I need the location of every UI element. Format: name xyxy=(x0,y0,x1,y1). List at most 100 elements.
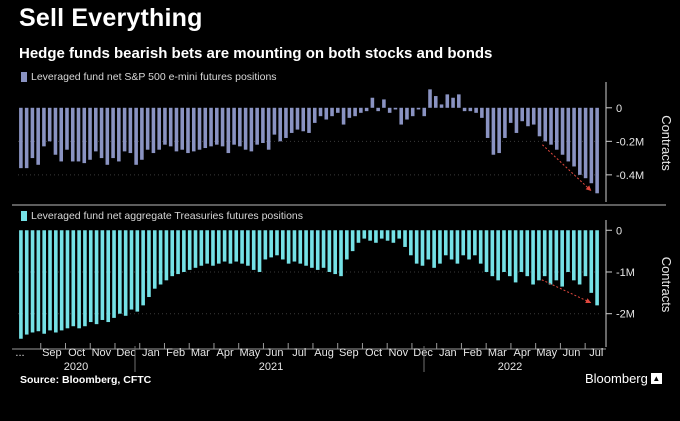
x-tick-label: Nov xyxy=(389,347,409,359)
bar xyxy=(19,107,23,169)
bar xyxy=(595,230,599,306)
bar xyxy=(347,107,352,118)
x-year-label: 2020 xyxy=(64,361,88,373)
bar xyxy=(238,107,242,147)
bar xyxy=(321,230,326,268)
bar xyxy=(379,230,384,239)
x-tick-label: Apr xyxy=(217,347,234,359)
bar xyxy=(211,230,215,266)
bar xyxy=(187,230,192,270)
bar xyxy=(180,107,185,150)
bar xyxy=(513,230,518,283)
y-tick-label: -2M xyxy=(616,309,635,321)
bar xyxy=(19,230,23,339)
bar xyxy=(370,97,375,108)
x-tick-label: ... xyxy=(15,347,24,359)
bar xyxy=(397,230,402,239)
bar xyxy=(422,107,427,117)
bar xyxy=(122,107,127,152)
bar xyxy=(485,107,490,138)
bar xyxy=(502,230,506,272)
bar xyxy=(478,230,483,264)
bar xyxy=(368,230,372,241)
bar xyxy=(54,230,58,333)
x-tick-label: Feb xyxy=(463,347,482,359)
bar xyxy=(307,107,311,133)
bar xyxy=(359,107,363,113)
bar xyxy=(496,230,500,281)
legend-treasuries: Leveraged fund net aggregate Treasuries … xyxy=(21,210,303,222)
y-tick-label: 0 xyxy=(616,103,622,115)
bar xyxy=(209,107,213,147)
bar xyxy=(232,107,236,145)
bar xyxy=(168,107,173,147)
bar xyxy=(566,107,571,162)
bar xyxy=(525,230,530,277)
bar xyxy=(123,230,128,316)
bar xyxy=(520,107,524,122)
bar xyxy=(339,230,343,277)
bar xyxy=(484,230,489,272)
bar xyxy=(376,107,380,112)
bar xyxy=(88,230,93,323)
bar xyxy=(507,230,512,277)
bar xyxy=(174,107,179,152)
bar xyxy=(226,107,231,154)
bar xyxy=(451,97,455,108)
bar xyxy=(560,107,565,155)
bar xyxy=(350,230,355,252)
bar xyxy=(514,107,519,133)
x-tick-label: Apr xyxy=(513,347,530,359)
bar xyxy=(292,230,297,262)
bar xyxy=(330,107,334,117)
bar xyxy=(261,107,265,143)
bar xyxy=(152,230,157,289)
bar xyxy=(497,107,501,154)
y-axis-label: Contracts xyxy=(659,115,674,171)
x-tick-label: Jul xyxy=(292,347,306,359)
bar xyxy=(216,230,221,264)
y-tick-label: -0.4M xyxy=(616,170,644,182)
bar xyxy=(428,89,432,108)
bar xyxy=(572,107,576,167)
bar xyxy=(298,230,303,264)
x-tick-label: Jan xyxy=(439,347,457,359)
x-tick-label: Nov xyxy=(92,347,112,359)
legend-swatch-treasuries xyxy=(21,211,27,221)
bar xyxy=(519,230,524,272)
bar xyxy=(405,107,409,120)
bar xyxy=(118,230,122,314)
bar xyxy=(356,230,361,243)
bar xyxy=(589,230,594,293)
y-tick-label: 0 xyxy=(616,225,622,237)
bar xyxy=(327,230,332,272)
bar xyxy=(112,230,116,318)
x-tick-label: Oct xyxy=(365,347,382,359)
bar xyxy=(94,230,99,325)
bar xyxy=(531,107,536,125)
bar xyxy=(134,107,138,165)
bar xyxy=(77,230,81,329)
bar xyxy=(289,107,294,133)
bar xyxy=(151,107,156,154)
bar xyxy=(147,230,151,298)
bar xyxy=(578,107,582,175)
bar xyxy=(318,107,323,117)
bar xyxy=(399,107,403,125)
chart-icon: ▲ xyxy=(650,373,662,384)
bar xyxy=(468,107,473,112)
x-tick-label: May xyxy=(239,347,260,359)
x-tick-label: Dec xyxy=(413,347,433,359)
bar xyxy=(257,230,262,272)
bar xyxy=(128,107,133,154)
bar xyxy=(414,230,419,264)
bar xyxy=(83,230,87,327)
bar xyxy=(203,107,208,149)
bar xyxy=(99,107,104,159)
bar xyxy=(295,107,300,130)
source-note: Source: Bloomberg, CFTC xyxy=(20,374,152,386)
bar xyxy=(410,107,415,117)
bar xyxy=(163,107,167,145)
bar xyxy=(491,107,496,155)
